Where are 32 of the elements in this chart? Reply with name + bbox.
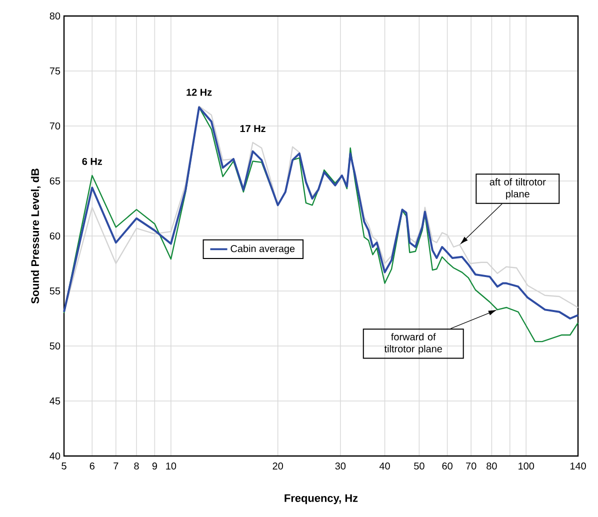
x-tick-label: 5 [62, 462, 66, 470]
annotation: 6 Hz [82, 158, 102, 165]
y-tick-label: 75 [50, 68, 60, 74]
y-tick-label: 50 [50, 342, 60, 350]
annotation: 17 Hz [240, 125, 266, 132]
x-tick-label: 20 [272, 462, 283, 470]
x-tick-label: 60 [442, 462, 452, 470]
annotation: 12 Hz [186, 88, 212, 96]
x-tick-label: 100 [518, 462, 534, 470]
x-tick-label: 6 [90, 462, 94, 470]
x-tick-label: 50 [414, 462, 424, 470]
x-tick-label: 9 [152, 462, 157, 470]
x-tick-label: 70 [466, 462, 476, 470]
legend-label: Cabin average [230, 244, 295, 254]
y-tick-label: 60 [50, 232, 60, 240]
y-tick-label: 45 [50, 398, 60, 404]
annotation: forward of tiltrotor plane [384, 333, 442, 354]
x-tick-label: 10 [166, 462, 176, 470]
y-tick-label: 80 [50, 12, 60, 20]
x-tick-label: 30 [335, 462, 346, 470]
x-tick-label: 7 [114, 462, 118, 470]
y-tick-label: 65 [50, 177, 60, 185]
y-tick-label: 70 [50, 122, 60, 130]
x-tick-label: 140 [570, 462, 586, 470]
x-tick-label: 80 [486, 462, 497, 470]
x-tick-label: 40 [379, 462, 390, 470]
y-tick-label: 55 [50, 288, 60, 294]
x-axis-title: Frequency, Hz [284, 494, 358, 504]
y-tick-label: 40 [50, 452, 60, 460]
annotation: aft of tiltrotor plane [490, 178, 546, 200]
x-tick-label: 8 [134, 462, 139, 470]
y-axis-title: Sound Pressure Level, dB [30, 168, 41, 304]
